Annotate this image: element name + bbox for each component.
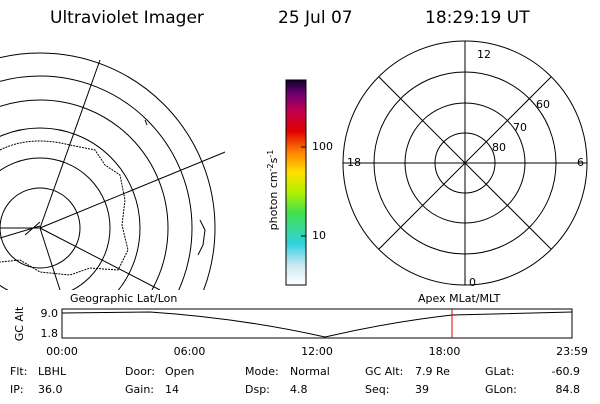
lat-label: 70 xyxy=(513,121,527,134)
mlt-label: 12 xyxy=(477,48,491,61)
mlt-label: 6 xyxy=(577,156,584,169)
info-value: Normal xyxy=(290,365,330,378)
mlt-label: 18 xyxy=(347,156,361,169)
polar-grid xyxy=(342,40,588,286)
title: Ultraviolet Imager xyxy=(50,8,204,28)
info-value: 14 xyxy=(165,383,179,396)
mlt-label: 0 xyxy=(469,276,476,289)
colorbar-label: photon cm-2s-1 xyxy=(266,150,281,231)
info-panel: Flt: LBHL Door: Open Mode: Normal GC Alt: 7.9 R… xyxy=(10,365,580,396)
timeline-title: Geographic Lat/Lon xyxy=(70,292,177,305)
info-label: GLon: xyxy=(485,383,517,396)
color-bar xyxy=(285,79,307,286)
info-value: 4.8 xyxy=(290,383,308,396)
info-label: Door: xyxy=(125,365,155,378)
info-value: LBHL xyxy=(38,365,67,378)
altitude-curve xyxy=(61,311,573,338)
time: 18:29:19 UT xyxy=(425,8,530,28)
y-tick-label: 9.0 xyxy=(41,307,59,320)
y-tick-label: 1.8 xyxy=(41,327,59,340)
info-label: Dsp: xyxy=(245,383,270,396)
lat-label: 80 xyxy=(492,141,506,154)
colorbar-tick: 10 xyxy=(312,229,326,242)
info-value: 7.9 Re xyxy=(415,365,450,378)
info-value: 36.0 xyxy=(38,383,63,396)
y-axis-label: GC Alt xyxy=(13,306,26,341)
lat-label: 60 xyxy=(536,98,550,111)
x-tick-label: 00:00 xyxy=(46,345,78,358)
date: 25 Jul 07 xyxy=(278,8,353,28)
info-value: Open xyxy=(165,365,194,378)
info-label: IP: xyxy=(10,383,24,396)
x-tick-label: 23:59 xyxy=(556,345,588,358)
x-ticks: 00:00 06:00 12:00 18:00 23:59 xyxy=(46,345,588,358)
info-label: Flt: xyxy=(10,365,27,378)
timeline-box xyxy=(61,308,573,339)
x-tick-label: 18:00 xyxy=(429,345,461,358)
x-tick-label: 06:00 xyxy=(174,345,206,358)
info-value: -60.9 xyxy=(552,365,580,378)
info-label: Seq: xyxy=(365,383,389,396)
timeline-title: Apex MLat/MLT xyxy=(418,292,501,305)
geo-map xyxy=(0,52,225,290)
info-label: Gain: xyxy=(125,383,154,396)
info-value: 84.8 xyxy=(556,383,581,396)
x-tick-label: 12:00 xyxy=(301,345,333,358)
info-label: GC Alt: xyxy=(365,365,403,378)
info-label: GLat: xyxy=(485,365,514,378)
info-label: Mode: xyxy=(245,365,279,378)
colorbar-tick: 100 xyxy=(312,140,333,153)
info-value: 39 xyxy=(415,383,429,396)
